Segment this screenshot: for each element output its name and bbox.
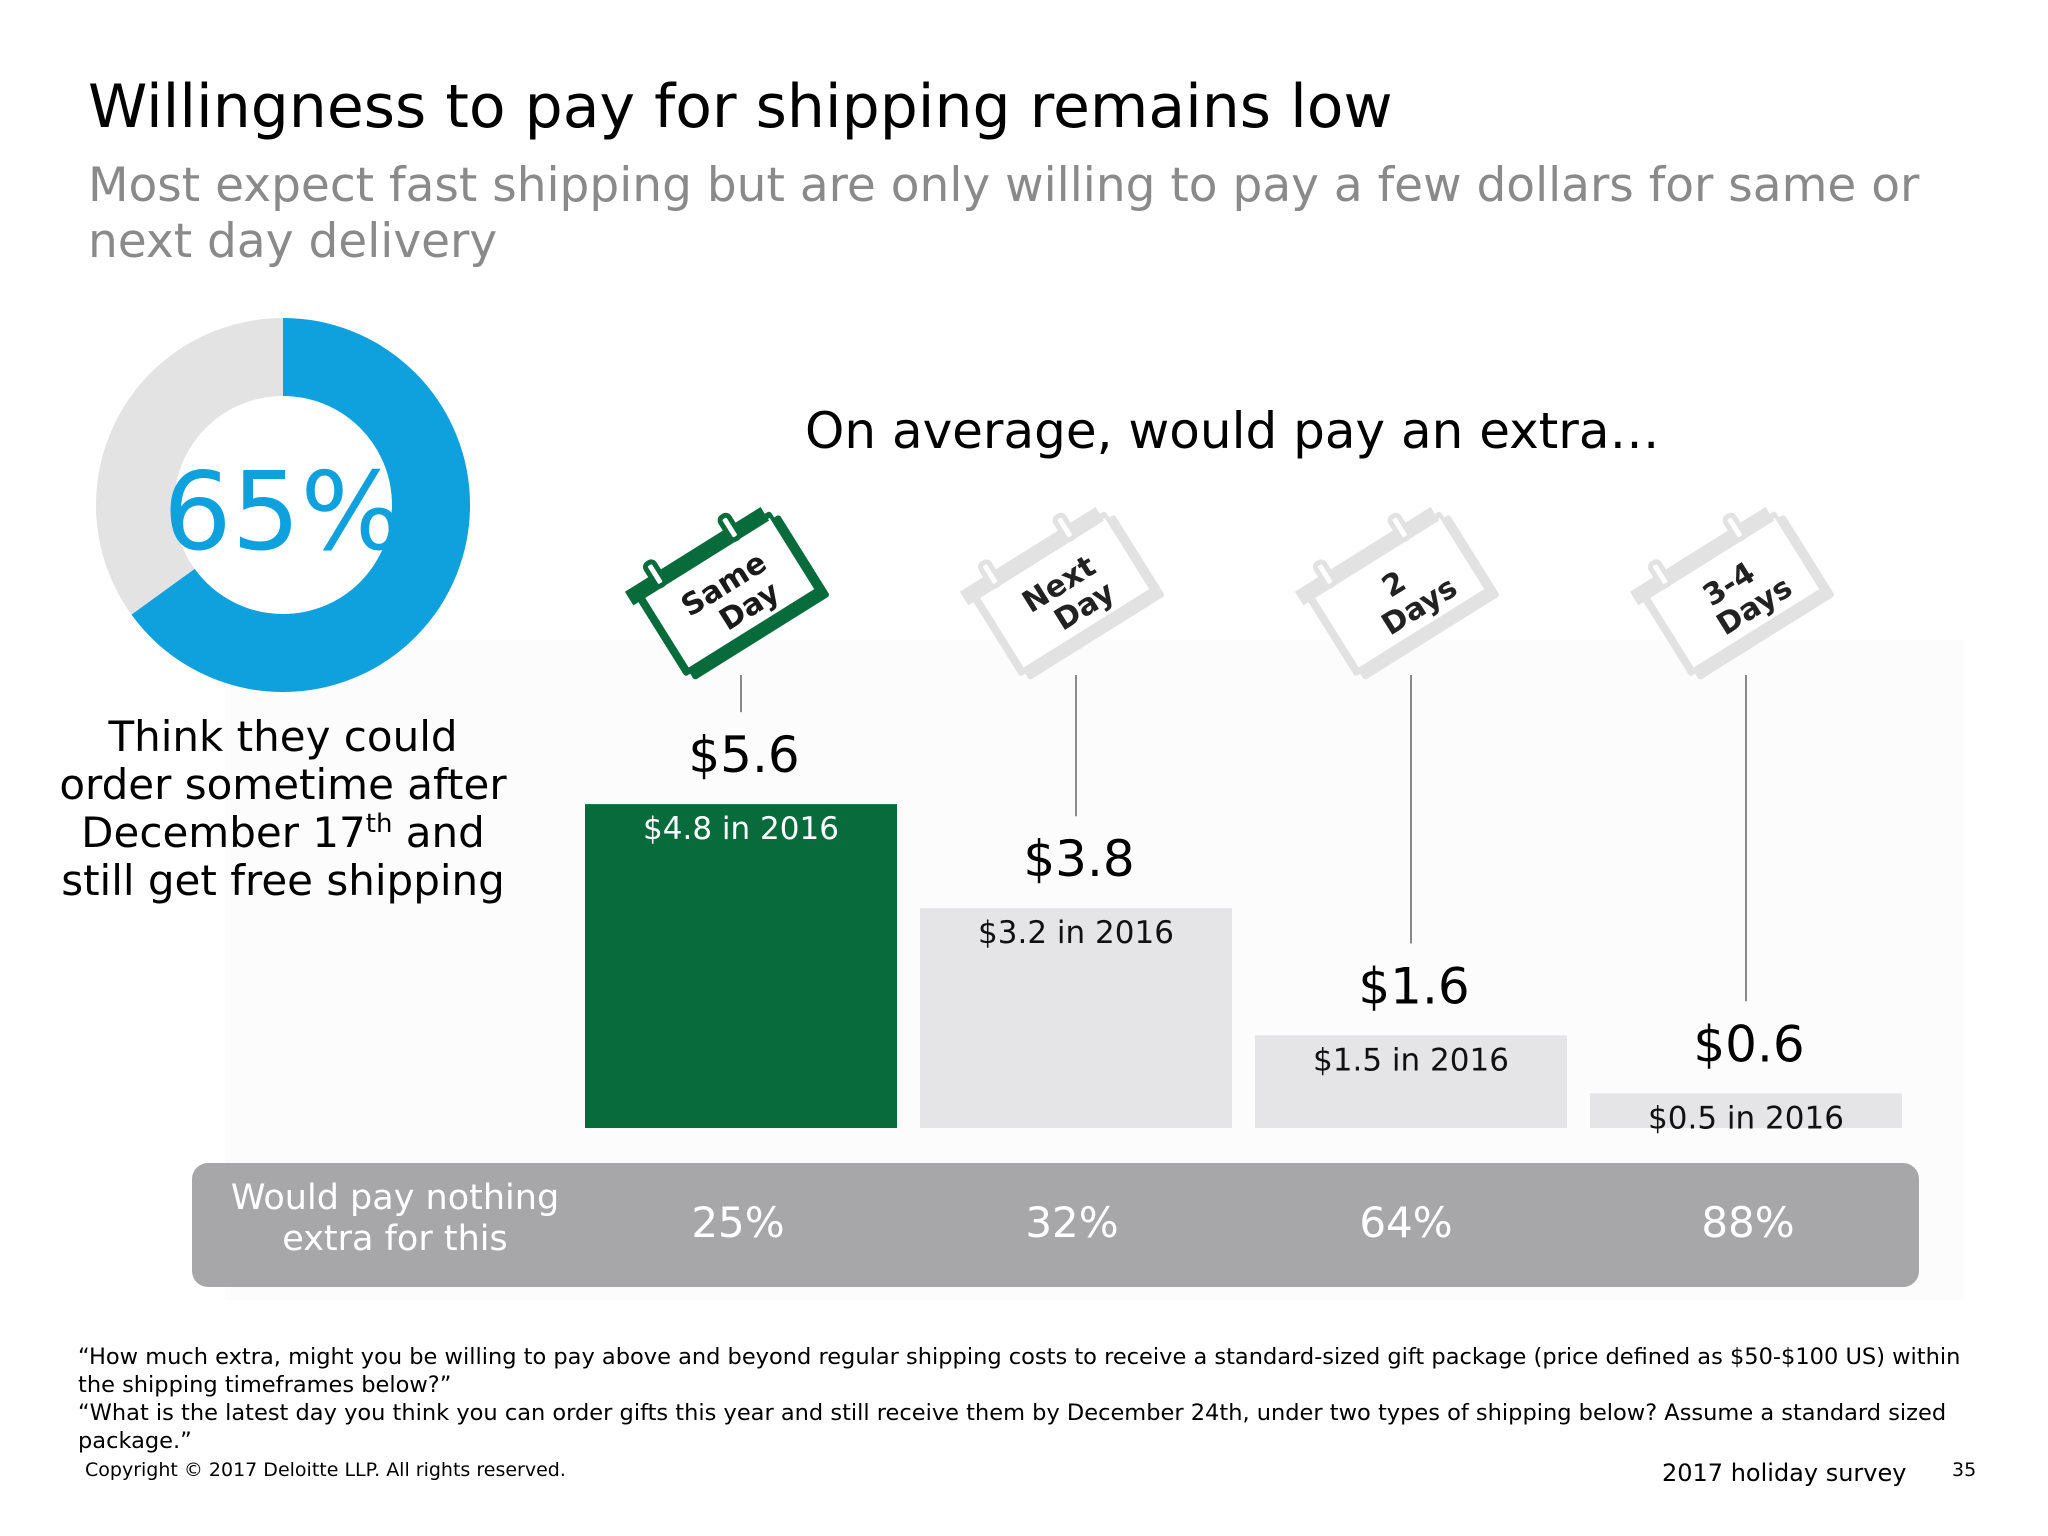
calendar-ring xyxy=(1722,512,1747,543)
donut-caption-line: still get free shipping xyxy=(61,856,505,905)
prior-year-label: $3.2 in 2016 xyxy=(978,915,1174,951)
copyright: Copyright © 2017 Deloitte LLP. All right… xyxy=(85,1459,566,1481)
slide-title: Willingness to pay for shipping remains … xyxy=(88,72,1393,142)
donut-chart xyxy=(96,318,470,692)
prior-year-label: $1.5 in 2016 xyxy=(1313,1042,1509,1078)
calendar-ring xyxy=(1647,559,1673,589)
summary-bar xyxy=(192,1163,1919,1287)
survey-label: 2017 holiday survey xyxy=(1662,1459,1907,1487)
summary-value-same-day: 25% xyxy=(691,1198,785,1247)
calendar-page xyxy=(979,517,1150,668)
calendar-ring xyxy=(977,559,1003,589)
summary-value-2-days: 64% xyxy=(1359,1198,1453,1247)
prior-year-label: $4.8 in 2016 xyxy=(643,811,839,847)
footnote-line: the shipping timeframes below?” xyxy=(78,1372,452,1398)
footnote-line: package.” xyxy=(78,1428,192,1454)
summary-label: Would pay nothing extra for this xyxy=(215,1178,575,1260)
donut-percent-label: 65% xyxy=(162,450,404,575)
donut-caption-text: December 17 xyxy=(81,808,366,857)
donut-caption: Think they could order sometime after De… xyxy=(40,713,526,905)
calendar-ring xyxy=(1387,512,1412,543)
donut-caption-superscript: th xyxy=(365,809,393,839)
slide-subtitle: Most expect fast shipping but are only w… xyxy=(88,158,1920,269)
donut-value-arc xyxy=(96,318,470,692)
bar-same-day xyxy=(585,804,897,1128)
value-label: $1.6 xyxy=(1358,957,1469,1015)
donut-caption-line: Think they could xyxy=(108,712,458,761)
value-label: $3.8 xyxy=(1023,830,1134,888)
summary-value-3-4-days: 88% xyxy=(1701,1198,1795,1247)
summary-label-line: extra for this xyxy=(282,1219,508,1259)
value-label: $0.6 xyxy=(1693,1015,1804,1073)
calendar-page xyxy=(1649,517,1820,668)
calendar-ring xyxy=(642,559,668,589)
chart-heading: On average, would pay an extra… xyxy=(805,402,1660,460)
donut-caption-text: and xyxy=(392,808,485,857)
calendar-ring xyxy=(1312,559,1338,589)
calendar-ring xyxy=(1052,512,1077,543)
prior-year-label: $0.5 in 2016 xyxy=(1648,1100,1844,1136)
calendar-page xyxy=(1314,517,1485,668)
bar-2-days xyxy=(1255,1035,1567,1128)
bar-3-4-days xyxy=(1590,1093,1902,1128)
page-number: 35 xyxy=(1952,1459,1977,1481)
summary-value-next-day: 32% xyxy=(1025,1198,1119,1247)
footnote: “How much extra, might you be willing to… xyxy=(78,1343,2028,1455)
value-label: $5.6 xyxy=(688,726,799,784)
donut-caption-line: December 17th and xyxy=(40,809,526,857)
footnote-line: “What is the latest day you think you ca… xyxy=(78,1400,1947,1426)
donut-caption-line: order sometime after xyxy=(59,760,507,809)
summary-label-line: Would pay nothing xyxy=(230,1178,560,1218)
calendar-ring xyxy=(717,512,742,543)
footnote-line: “How much extra, might you be willing to… xyxy=(78,1344,1961,1370)
bar-next-day xyxy=(920,908,1232,1128)
calendar-page xyxy=(644,517,815,668)
